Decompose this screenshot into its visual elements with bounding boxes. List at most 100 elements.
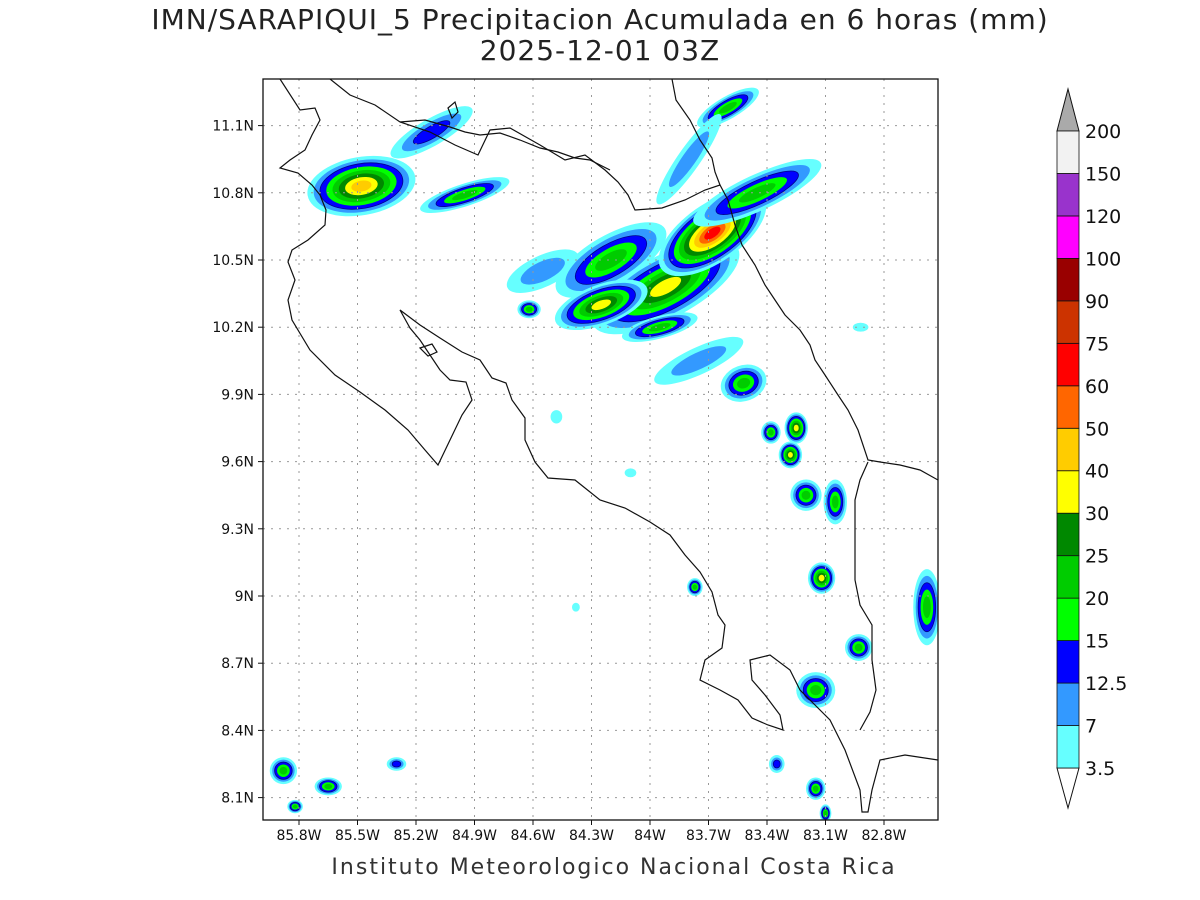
coastlines: [278, 79, 938, 813]
precip-contour: [738, 183, 776, 203]
lat-tick-label: 9.3N: [221, 522, 254, 538]
lon-tick-label: 85.8W: [276, 828, 321, 844]
colorbar-label: 20: [1085, 588, 1109, 610]
precip-cell: [624, 468, 637, 478]
colorbar-box: [1056, 427, 1080, 472]
precip-cell: [913, 569, 938, 646]
precip-cell: [720, 364, 767, 402]
precip-contour: [737, 377, 751, 389]
precip-contour: [525, 306, 533, 312]
precip-cell: [852, 322, 869, 332]
precip-cell: [796, 672, 836, 709]
colorbar-label: 3.5: [1085, 758, 1115, 780]
precip-cell: [761, 421, 781, 444]
colorbar-box: [1056, 725, 1080, 769]
precip-contour: [823, 810, 828, 816]
precip-cell: [845, 634, 873, 661]
precip-contour: [852, 322, 869, 332]
colorbar-label: 30: [1085, 503, 1109, 525]
colorbar-under-triangle: [1056, 767, 1080, 810]
precip-cell: [693, 158, 822, 227]
precip-contour: [591, 299, 612, 311]
precip-contour: [810, 684, 822, 696]
colorbar-label: 200: [1085, 121, 1121, 143]
precip-cell: [778, 441, 803, 469]
lat-lon-grid: [263, 79, 938, 820]
lon-tick-label: 83.4W: [744, 828, 789, 844]
precip-cell: [654, 336, 744, 385]
precip-contour: [787, 452, 793, 458]
colorbar-label: 7: [1085, 716, 1097, 738]
colorbar-box: [1056, 555, 1080, 599]
lon-tick-label: 84.6W: [510, 828, 555, 844]
border-nicaragua: [399, 119, 611, 171]
lat-tick-label: 8.7N: [221, 656, 254, 672]
precip-cell: [307, 155, 416, 217]
lon-tick-label: 84W: [634, 828, 666, 844]
precip-contour: [572, 602, 580, 612]
precip-contour: [704, 226, 721, 240]
colorbar: 3.5 7 12.5 15 20 25 30 40 50 60 75 90 100 120 150 200: [1056, 87, 1127, 810]
precip-contour: [550, 410, 563, 424]
longitude-axis: 85.8W 85.5W 85.2W 84.9W 84.6W 84.3W 84W 83.7W 83…: [276, 820, 907, 844]
colorbar-box: [1056, 512, 1080, 557]
lat-tick-label: 10.2N: [212, 320, 254, 336]
colorbar-over-triangle: [1056, 87, 1080, 132]
colorbar-box: [1056, 682, 1080, 726]
precip-cell: [621, 312, 698, 342]
precip-cell: [807, 562, 836, 594]
lon-tick-label: 82.8W: [861, 828, 906, 844]
precip-contour: [818, 574, 825, 582]
precip-contour: [671, 346, 727, 376]
colorbar-label: 120: [1085, 206, 1121, 228]
colorbar-box: [1056, 342, 1080, 387]
precip-cell: [555, 222, 667, 298]
precip-contour: [719, 101, 737, 114]
colorbar-label: 100: [1085, 248, 1121, 270]
lon-tick-label: 83.7W: [686, 828, 731, 844]
precip-cell: [420, 177, 510, 214]
precip-contour: [351, 180, 372, 192]
precip-contour: [854, 643, 863, 652]
lon-tick-label: 84.9W: [452, 828, 497, 844]
precip-cell: [314, 777, 342, 796]
colorbar-box: [1056, 173, 1080, 217]
colorbar-box: [1056, 300, 1080, 344]
precip-contour: [768, 429, 774, 436]
island-chira: [418, 343, 438, 357]
colorbar-box: [1056, 640, 1080, 684]
colorbar-box: [1056, 597, 1080, 642]
precip-contour: [831, 495, 839, 509]
colorbar-box: [1056, 385, 1080, 429]
precip-contour: [648, 322, 671, 332]
colorbar-label: 50: [1085, 418, 1109, 440]
colorbar-label: 90: [1085, 291, 1109, 313]
lat-tick-label: 9.6N: [221, 455, 254, 471]
plot-frame: [262, 78, 939, 821]
precip-contour: [772, 759, 781, 769]
colorbar-label: 12.5: [1085, 673, 1127, 695]
coastline-pacific: [278, 79, 938, 813]
river-san-juan: [671, 79, 721, 186]
lon-tick-label: 85.5W: [335, 828, 380, 844]
precip-contour: [624, 468, 637, 478]
precip-contour: [324, 783, 333, 789]
precip-cell: [768, 755, 785, 773]
precip-cell: [806, 777, 826, 800]
lon-tick-label: 85.2W: [393, 828, 438, 844]
precip-cell: [287, 799, 303, 814]
precip-contour: [801, 490, 811, 500]
precip-cell: [572, 602, 580, 612]
institution-footer: Instituto Meteorologico Nacional Costa R…: [331, 855, 897, 880]
precip-contour: [692, 584, 698, 590]
colorbar-box: [1056, 257, 1080, 302]
colorbar-label: 40: [1085, 461, 1109, 483]
colorbar-label: 25: [1085, 546, 1109, 568]
map-title: IMN/SARAPIQUI_5 Precipitacion Acumulada …: [151, 3, 1049, 36]
lon-tick-label: 84.3W: [569, 828, 614, 844]
island-ometepe: [447, 100, 459, 120]
colorbar-label: 75: [1085, 333, 1109, 355]
precip-cell: [517, 300, 541, 319]
colorbar-box: [1056, 470, 1080, 514]
